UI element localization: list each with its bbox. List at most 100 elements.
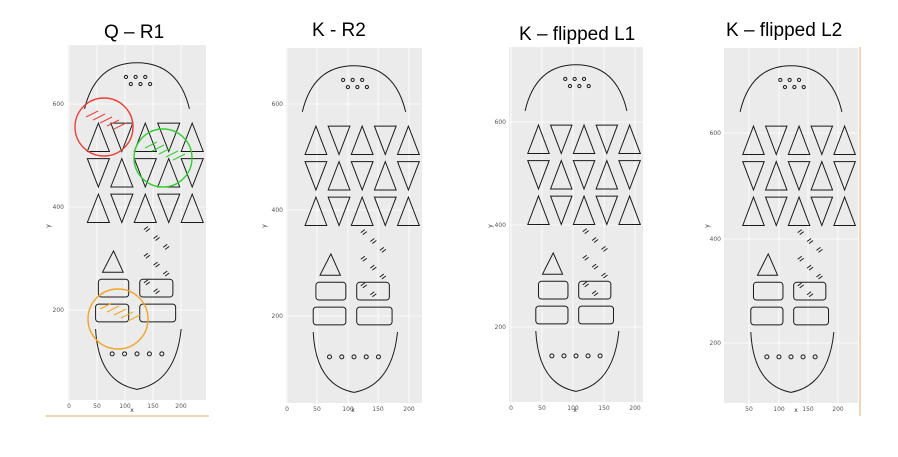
tread-triangle [396, 161, 421, 192]
x-axis-label: x [351, 407, 355, 414]
tread-triangle [618, 123, 642, 154]
tread-triangle [350, 195, 374, 226]
tread-triangle [86, 192, 111, 223]
orange-match-trace [120, 311, 134, 319]
x-tick-label: 50 [313, 406, 321, 413]
arch-hatch [582, 228, 589, 234]
x-tick-label: 150 [598, 405, 610, 412]
panel-2: 0 50 100 150 200 600 400 200 x y [261, 48, 422, 414]
tread-triangle [787, 124, 811, 155]
y-axis-label: y [487, 224, 494, 228]
tread-triangle [833, 161, 857, 192]
toe-outline [524, 64, 628, 112]
green-match-trace [151, 144, 165, 152]
x-tick-label: 150 [802, 406, 814, 413]
x-axis-label: x [573, 407, 577, 414]
arch-hatch [143, 252, 151, 259]
heel-dot [134, 351, 140, 357]
tread-dot [133, 74, 138, 80]
tread-triangle [618, 194, 642, 225]
arch-hatch [143, 279, 151, 286]
arch-hatch [153, 261, 160, 268]
arch-hatch [582, 254, 589, 261]
tread-triangle [549, 195, 573, 226]
arch-hatch [797, 255, 804, 262]
tread-triangle [304, 195, 328, 226]
x-tick-label: 150 [147, 403, 159, 410]
arch-hatch [816, 273, 823, 280]
tread-triangle [549, 159, 573, 190]
tread-triangle [810, 125, 834, 156]
tread-triangle [595, 159, 619, 190]
heel-block [750, 306, 784, 326]
heel-block [139, 278, 174, 298]
arch-hatch [591, 237, 599, 243]
arch-hatch [370, 291, 377, 298]
arch-hatch [601, 245, 608, 252]
heel-dot [561, 353, 567, 359]
y-tick-label: 400 [710, 236, 722, 243]
heel-dot [573, 353, 579, 359]
heel-dot [122, 351, 128, 357]
heel-block [356, 281, 390, 301]
orange-match-trace [127, 314, 141, 322]
arch-hatch [360, 255, 368, 262]
red-match-trace [85, 110, 99, 118]
y-tick-label: 200 [53, 307, 65, 314]
tread-triangle [86, 158, 111, 189]
tread-triangle [833, 124, 857, 155]
heel-dot [585, 353, 591, 359]
arch-hatch [370, 264, 377, 271]
heel-outline [750, 331, 835, 393]
tread-triangle [549, 124, 573, 155]
tread-triangle [180, 121, 204, 152]
tread-triangle [156, 193, 181, 224]
tread-triangle [180, 192, 204, 223]
tread-triangle [742, 124, 765, 155]
x-tick-label: 0 [509, 405, 513, 412]
heel-dot [597, 353, 603, 359]
tread-triangle [327, 125, 351, 156]
heel-block [356, 306, 393, 326]
heel-block [578, 280, 612, 300]
tread-dot [563, 76, 568, 82]
arch-hatch [162, 270, 170, 277]
tread-dot [138, 81, 143, 87]
x-tick-label: 200 [403, 406, 415, 413]
tread-triangle [156, 122, 181, 153]
y-tick-label: 400 [272, 207, 284, 214]
tread-dot [792, 84, 797, 90]
y-tick-label: 200 [495, 324, 507, 331]
arch-hatch [797, 229, 804, 235]
arch-hatch [370, 238, 377, 244]
tread-triangle [350, 124, 374, 155]
tread-triangle [110, 157, 134, 188]
heel-outline [535, 330, 620, 392]
heel-dot [363, 354, 369, 360]
y-tick-label: 200 [710, 340, 722, 347]
arch-hatch [806, 238, 814, 244]
panel-4: 50 100 150 200 600 400 200 x y [704, 48, 858, 414]
arch-hatch [360, 282, 368, 289]
tread-triangle [396, 195, 421, 226]
heel-dot [812, 354, 818, 360]
red-match-circle [74, 97, 134, 157]
orange-match-circle [87, 288, 149, 350]
orange-match-trace [113, 308, 127, 316]
red-match-trace [106, 119, 120, 127]
y-tick-label: 400 [495, 222, 507, 229]
tread-triangle [810, 160, 834, 191]
arch-hatch [601, 272, 608, 279]
y-tick-label: 600 [53, 101, 65, 108]
tread-dot [364, 84, 370, 90]
tread-dot [123, 74, 129, 80]
toe-outline [301, 65, 407, 113]
y-tick-label: 600 [272, 101, 284, 108]
tread-triangle [527, 160, 550, 191]
panel-2-title: K - R2 [312, 20, 366, 41]
x-axis-label: x [794, 407, 798, 414]
heel-dot [800, 354, 806, 360]
tread-triangle [764, 125, 788, 156]
tread-triangle [572, 160, 596, 191]
